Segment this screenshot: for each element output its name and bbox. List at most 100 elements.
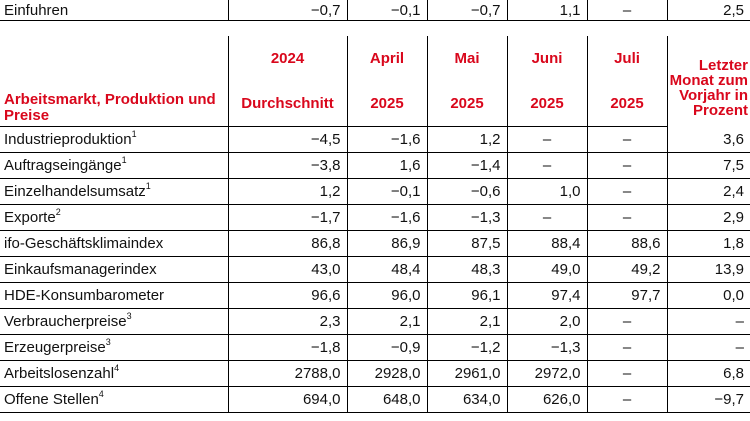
row-label: Verbraucherpreise3 <box>0 308 228 335</box>
table-row: Arbeitslosenzahl4 2788,0 2928,0 2961,0 2972,… <box>0 360 750 387</box>
value-cell: 43,0 <box>227 256 347 283</box>
header-mai: Mai <box>426 36 507 81</box>
row-label: ifo-Geschäftsklimaindex <box>0 230 228 257</box>
value-cell: 648,0 <box>346 386 427 413</box>
value-cell: 3,6 <box>666 126 750 153</box>
footnote-marker: 3 <box>126 311 132 321</box>
section-title: Arbeitsmarkt, Produktion und Preise <box>0 81 228 127</box>
value-cell: – <box>666 308 750 335</box>
table-row: HDE-Konsumbarometer 96,6 96,0 96,1 97,4 97,7 0… <box>0 282 750 309</box>
footnote-marker: 1 <box>131 129 137 139</box>
value-cell: 96,1 <box>426 282 507 309</box>
value-cell: 626,0 <box>506 386 587 413</box>
value-cell: 2961,0 <box>426 360 507 387</box>
header-april: April <box>346 36 427 81</box>
value-cell: 96,6 <box>227 282 347 309</box>
value-cell: 2788,0 <box>227 360 347 387</box>
row-label: Exporte2 <box>0 204 228 231</box>
value-cell: −0,7 <box>426 0 507 21</box>
value-cell: 48,3 <box>426 256 507 283</box>
value-cell: −1,8 <box>227 334 347 361</box>
footnote-marker: 2 <box>55 207 61 217</box>
value-cell: −1,4 <box>426 152 507 179</box>
value-cell: 88,6 <box>586 230 667 257</box>
value-cell: 1,2 <box>426 126 507 153</box>
value-cell: −9,7 <box>666 386 750 413</box>
header-2024: 2024 <box>227 36 347 81</box>
value-cell: 49,0 <box>506 256 587 283</box>
value-cell: 0,0 <box>666 282 750 309</box>
value-cell: 2,1 <box>346 308 427 335</box>
header-year-april: 2025 <box>346 81 427 127</box>
value-cell: −1,2 <box>426 334 507 361</box>
value-cell: 1,6 <box>346 152 427 179</box>
value-cell: 97,4 <box>506 282 587 309</box>
row-label: Industrieproduktion1 <box>0 126 228 153</box>
table-row: ifo-Geschäftsklimaindex 86,8 86,9 87,5 88,4 8… <box>0 230 750 257</box>
value-cell: – <box>586 178 667 205</box>
footnote-marker: 1 <box>145 181 151 191</box>
value-cell: 48,4 <box>346 256 427 283</box>
row-label: HDE-Konsumbarometer <box>0 282 228 309</box>
table-row: Verbraucherpreise3 2,3 2,1 2,1 2,0– – <box>0 308 750 335</box>
header-year-mai: 2025 <box>426 81 507 127</box>
value-cell: 2972,0 <box>506 360 587 387</box>
value-cell: 7,5 <box>666 152 750 179</box>
value-cell: −0,7 <box>227 0 347 21</box>
value-cell: 97,7 <box>586 282 667 309</box>
value-cell: 2,4 <box>666 178 750 205</box>
value-cell: – <box>586 308 667 335</box>
value-cell: 2,1 <box>426 308 507 335</box>
value-cell: 1,2 <box>227 178 347 205</box>
value-cell: 634,0 <box>426 386 507 413</box>
value-cell: −4,5 <box>227 126 347 153</box>
header-juni: Juni <box>506 36 587 81</box>
header-row-top: 2024 April Mai Juni Juli Letzter Monat z… <box>0 36 750 127</box>
value-cell: – <box>586 204 667 231</box>
table-row-einfuhren: Einfuhren −0,7 −0,1 −0,7 1,1 – 2,5 <box>0 0 750 21</box>
value-cell: 2,5 <box>666 0 750 21</box>
row-label: Einzelhandelsumsatz1 <box>0 178 228 205</box>
value-cell: 694,0 <box>227 386 347 413</box>
value-cell: −1,3 <box>506 334 587 361</box>
header-year-juli: 2025 <box>586 81 667 127</box>
value-cell: – <box>586 152 667 179</box>
value-cell: 1,1 <box>506 0 587 21</box>
footnote-marker: 1 <box>121 155 127 165</box>
value-cell: – <box>506 126 587 153</box>
value-cell: – <box>506 152 587 179</box>
value-cell: 86,9 <box>346 230 427 257</box>
value-cell: −0,1 <box>346 0 427 21</box>
table-row: Einkaufsmanagerindex 43,0 48,4 48,3 49,0 49,2… <box>0 256 750 283</box>
value-cell: 86,8 <box>227 230 347 257</box>
table-row: Erzeugerpreise3 −1,8 −0,9 −1,2 −1,3– – <box>0 334 750 361</box>
value-cell: −0,6 <box>426 178 507 205</box>
value-cell: −1,7 <box>227 204 347 231</box>
header-juli: Juli <box>586 36 667 81</box>
value-cell: – <box>586 0 667 21</box>
spacer-row <box>0 21 750 37</box>
row-label: Auftragseingänge1 <box>0 152 228 179</box>
value-cell: −1,6 <box>346 204 427 231</box>
row-label: Einfuhren <box>0 0 228 21</box>
footnote-marker: 4 <box>98 389 104 399</box>
table-row: Offene Stellen4 694,0 648,0 634,0 626,0– −9,7 <box>0 386 750 413</box>
value-cell: 88,4 <box>506 230 587 257</box>
value-cell: −0,1 <box>346 178 427 205</box>
value-cell: −0,9 <box>346 334 427 361</box>
table-row: Auftragseingänge1 −3,8 1,6 −1,4– –7,5 <box>0 152 750 179</box>
value-cell: −3,8 <box>227 152 347 179</box>
value-cell: −1,6 <box>346 126 427 153</box>
header-row-bottom: Arbeitsmarkt, Produktion und Preise Durc… <box>0 81 750 127</box>
value-cell: 2928,0 <box>346 360 427 387</box>
value-cell: – <box>666 334 750 361</box>
value-cell: – <box>586 126 667 153</box>
value-cell: – <box>586 334 667 361</box>
value-cell: 2,0 <box>506 308 587 335</box>
row-label: Erzeugerpreise3 <box>0 334 228 361</box>
value-cell: 87,5 <box>426 230 507 257</box>
value-cell: 96,0 <box>346 282 427 309</box>
header-durchschnitt: Durchschnitt <box>227 81 347 127</box>
table-row: Exporte2 −1,7 −1,6 −1,3– –2,9 <box>0 204 750 231</box>
